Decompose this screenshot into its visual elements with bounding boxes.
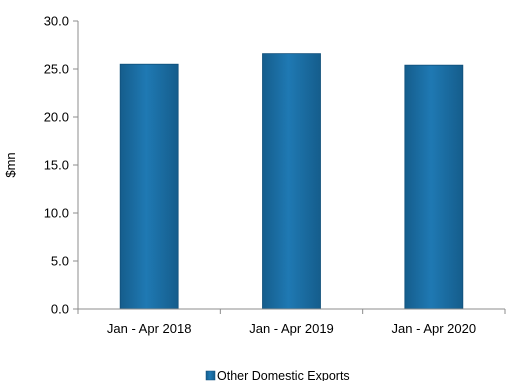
- y-tick-label: 15.0: [44, 158, 69, 173]
- bars-layer: [119, 53, 464, 310]
- y-tick-label: 10.0: [44, 206, 69, 221]
- x-ticks-layer: Jan - Apr 2018 Jan - Apr 2019 Jan - Apr 20…: [77, 309, 506, 336]
- legend-label: Other Domestic Exports: [217, 369, 350, 381]
- y-ticks-layer: 0.0 5.0 10.0 15.0 20.0 25.0 30.0: [44, 14, 78, 317]
- bar: [119, 63, 179, 310]
- y-tick-label: 5.0: [51, 254, 69, 269]
- y-tick-label: 20.0: [44, 110, 69, 125]
- x-tick-label: Jan - Apr 2018: [107, 321, 192, 336]
- legend-swatch: [205, 370, 216, 381]
- x-tick-label: Jan - Apr 2019: [249, 321, 334, 336]
- bar: [404, 64, 464, 310]
- y-tick-label: 30.0: [44, 14, 69, 29]
- x-tick-label: Jan - Apr 2020: [392, 321, 477, 336]
- bar: [262, 53, 321, 310]
- y-axis-label: $mn: [3, 152, 18, 177]
- y-tick-label: 0.0: [51, 302, 69, 317]
- legend: Other Domestic Exports: [205, 369, 350, 383]
- y-tick-label: 25.0: [44, 62, 69, 77]
